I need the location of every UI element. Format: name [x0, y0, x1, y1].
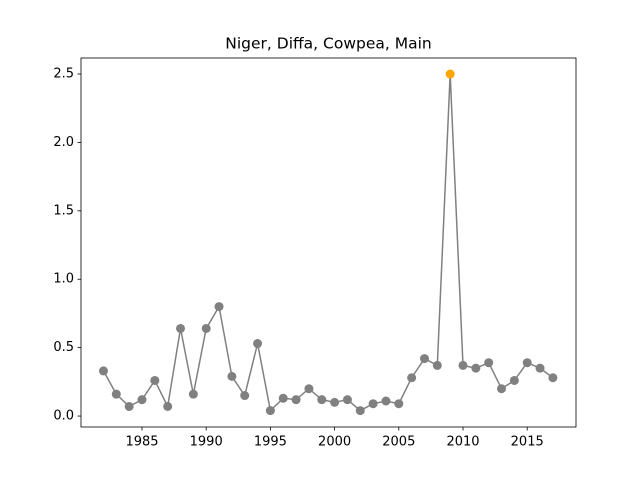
- y-tick-label: 0.5: [53, 340, 74, 355]
- data-point: [163, 401, 173, 411]
- data-point: [150, 375, 160, 385]
- data-point: [458, 360, 468, 370]
- data-point: [278, 393, 288, 403]
- data-point: [355, 406, 365, 416]
- data-point: [227, 371, 237, 381]
- data-point: [342, 395, 352, 405]
- data-point: [548, 373, 558, 383]
- data-point: [253, 339, 263, 349]
- x-tick-label: 2005: [382, 435, 415, 450]
- x-tick-label: 2000: [318, 435, 351, 450]
- data-point: [214, 302, 224, 312]
- x-tick-label: 1990: [190, 435, 223, 450]
- x-tick-label: 2010: [446, 435, 479, 450]
- data-point: [381, 396, 391, 406]
- x-tick-label: 2015: [511, 435, 544, 450]
- x-tick-label: 1985: [125, 435, 158, 450]
- data-point: [419, 354, 429, 364]
- data-point: [240, 391, 250, 401]
- data-point: [535, 363, 545, 373]
- data-point: [497, 384, 507, 394]
- data-point: [484, 358, 494, 368]
- data-point: [124, 401, 134, 411]
- x-tick-label: 1995: [254, 435, 287, 450]
- data-point: [111, 389, 121, 399]
- data-point: [304, 384, 314, 394]
- data-point: [394, 399, 404, 409]
- y-tick-label: 1.5: [53, 203, 74, 218]
- plot-frame: [80, 57, 577, 428]
- data-point: [265, 406, 275, 416]
- y-tick-label: 2.0: [53, 135, 74, 150]
- data-point: [509, 375, 519, 385]
- data-point: [522, 358, 532, 368]
- data-point: [330, 397, 340, 407]
- data-point: [471, 363, 481, 373]
- data-point: [368, 399, 378, 409]
- y-tick-label: 2.5: [53, 67, 74, 82]
- data-point: [176, 323, 186, 333]
- data-point: [432, 360, 442, 370]
- data-point: [188, 389, 198, 399]
- chart-title: Niger, Diffa, Cowpea, Main: [225, 35, 432, 53]
- data-point: [445, 69, 455, 79]
- data-point: [137, 395, 147, 405]
- data-point: [317, 395, 327, 405]
- data-point: [201, 323, 211, 333]
- y-tick-label: 0.0: [53, 409, 74, 424]
- y-tick-label: 1.0: [53, 272, 74, 287]
- data-point: [291, 395, 301, 405]
- data-point: [98, 366, 108, 376]
- data-point: [407, 373, 417, 383]
